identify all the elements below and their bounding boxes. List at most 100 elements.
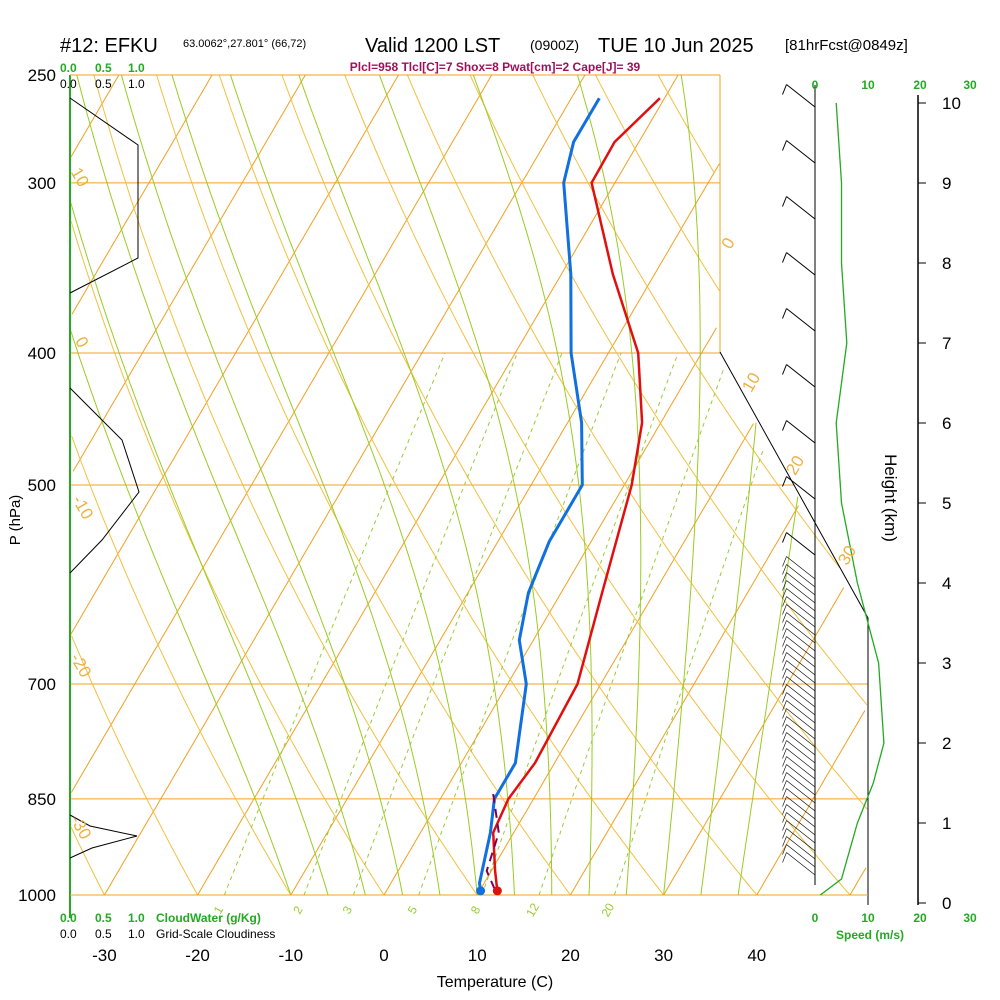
wind-barb-flag <box>782 716 787 727</box>
height-tick-label: 6 <box>942 414 951 433</box>
wind-barb <box>786 692 816 716</box>
wind-barb-flag <box>782 476 787 487</box>
moist-adiabat-line <box>576 74 642 896</box>
wind-barb <box>786 620 816 644</box>
wind-barb-flag <box>782 668 787 679</box>
wind-barb-flag <box>782 644 787 655</box>
wind-barb <box>786 716 816 740</box>
wind-barb <box>786 788 816 812</box>
dry-adiabat-line <box>281 74 758 896</box>
moist-adiabat-line <box>70 330 292 896</box>
station-coords: 63.0062°,27.801° (66,72) <box>183 38 306 50</box>
moist-adiabat-line <box>472 74 593 896</box>
isotherm-line <box>69 74 399 636</box>
wind-barb <box>786 748 816 772</box>
height-axis-label: Height (km) <box>881 454 900 542</box>
dry-adiabat-line <box>595 74 720 291</box>
pressure-tick-label: 1000 <box>18 886 56 905</box>
wind-barb-flag <box>782 140 787 151</box>
pressure-tick-label: 850 <box>28 790 56 809</box>
speed-bottom-tick-0: 0 <box>812 911 819 925</box>
wind-barb <box>786 796 816 820</box>
wind-barb-flag <box>782 764 787 775</box>
wind-barb <box>786 252 816 276</box>
wind-barb-flag <box>782 772 787 783</box>
wind-barb-flag <box>782 724 787 735</box>
height-tick-label: 7 <box>942 334 951 353</box>
wind-barb <box>786 652 816 676</box>
wind-barb-flag <box>782 620 787 631</box>
dry-adiabat-line <box>70 825 105 896</box>
pressure-tick-label: 500 <box>28 476 56 495</box>
pressure-tick-label: 300 <box>28 174 56 193</box>
isotherm-line <box>383 327 717 896</box>
isotherm-line <box>849 867 867 896</box>
height-tick-label: 0 <box>942 894 951 913</box>
mixing-ratio-line <box>418 352 622 896</box>
dry-adiabat-line <box>657 74 715 174</box>
mixing-ratio-line <box>303 352 518 896</box>
wind-barb-flag <box>782 612 787 623</box>
wind-barb <box>786 700 816 724</box>
x-tick-label: 0 <box>379 946 388 965</box>
wind-barb-flag <box>782 788 787 799</box>
wind-barb-flag <box>782 812 787 823</box>
height-tick-labels: 0 1 2 3 4 5 6 7 8 9 10 <box>918 94 961 913</box>
bottom-black-scale-0: 0.0 <box>60 927 77 941</box>
dry-adiabat-line <box>406 74 868 810</box>
isotherm-line <box>476 423 754 896</box>
pressure-tick-label: 700 <box>28 675 56 694</box>
pressure-tick-label: 400 <box>28 344 56 363</box>
pressure-tick-labels: 250 300 400 500 700 850 1000 <box>18 66 56 905</box>
wind-barb <box>786 612 816 636</box>
top-black-scale-2: 1.0 <box>128 77 145 91</box>
wind-barb <box>786 564 816 588</box>
wind-barb-flag <box>782 700 787 711</box>
dry-adiabat-line <box>156 74 571 896</box>
wind-barb <box>786 708 816 732</box>
moist-adiabat-lines <box>70 74 799 896</box>
top-green-scale-1: 0.5 <box>95 61 112 75</box>
valid-date: TUE 10 Jun 2025 <box>598 35 754 57</box>
moist-adiabat-line <box>120 74 404 896</box>
wind-barb <box>786 804 816 828</box>
surface-dewpoint-point <box>476 886 486 896</box>
x-tick-labels: -30 -20 -10 0 10 20 30 40 <box>92 946 766 965</box>
wind-barb <box>786 660 816 684</box>
wind-barb-flag <box>782 596 787 607</box>
moist-adiabat-line <box>76 74 366 896</box>
wind-barb <box>786 812 816 836</box>
height-tick-label: 5 <box>942 494 951 513</box>
x-axis-label: Temperature (C) <box>437 974 553 991</box>
wind-barb-flag <box>782 636 787 647</box>
wind-barb <box>786 364 816 388</box>
wind-barb-flag <box>782 732 787 743</box>
top-black-scale-0: 0.0 <box>60 77 77 91</box>
height-tick-label: 10 <box>942 94 961 113</box>
mixing-ratio-line <box>223 352 446 896</box>
wind-barb <box>786 724 816 748</box>
dry-adiabat-line <box>71 635 199 896</box>
wind-barb-flag <box>782 692 787 703</box>
moist-adiabat-line <box>378 74 553 896</box>
dry-adiabat-line <box>70 220 385 896</box>
wind-barb <box>786 828 816 852</box>
moist-adiabat-line <box>70 202 329 896</box>
wind-barb <box>786 476 816 500</box>
wind-barb <box>786 196 816 220</box>
wind-barb-flag <box>782 652 787 663</box>
mixing-ratio-label: 12 <box>523 900 542 919</box>
speed-top-tick-2: 20 <box>913 78 927 92</box>
dry-adiabat-line <box>469 74 868 706</box>
cloudiness-profile-mid <box>69 387 140 574</box>
chart-grid <box>69 74 868 896</box>
x-tick-label: -10 <box>279 946 304 965</box>
wind-barb <box>786 764 816 788</box>
forecast-info: [81hrFcst@0849z] <box>785 37 908 54</box>
moist-adiabat-line <box>171 74 441 896</box>
mixing-ratio-line <box>538 367 725 896</box>
cloudiness-profile-low <box>69 814 138 859</box>
bottom-green-scale-2: 1.0 <box>128 911 145 925</box>
station-title: #12: EFKU <box>60 35 158 57</box>
